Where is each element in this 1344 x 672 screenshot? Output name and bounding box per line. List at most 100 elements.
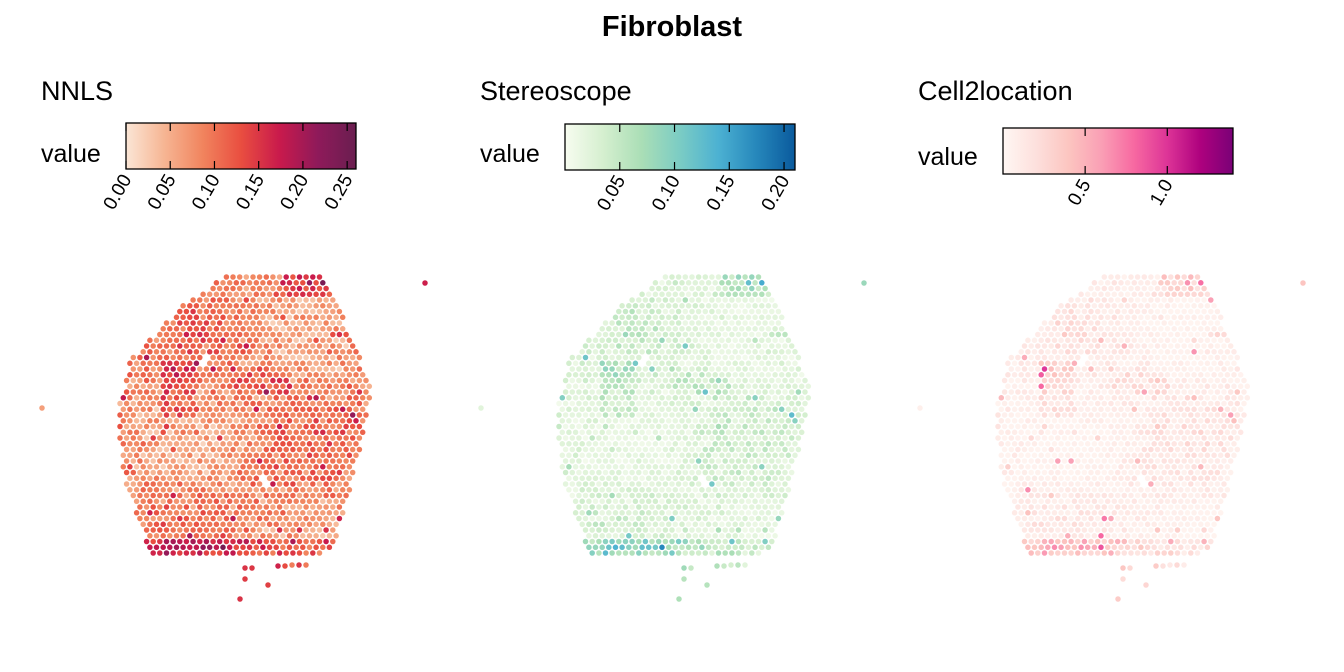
- spot: [1217, 464, 1224, 470]
- spot: [721, 563, 727, 569]
- spot: [1211, 498, 1217, 505]
- spot: [363, 400, 369, 407]
- spot: [266, 383, 273, 390]
- spot: [306, 360, 313, 367]
- spot: [1184, 383, 1191, 390]
- spot: [749, 354, 755, 361]
- spot: [725, 487, 732, 493]
- spot: [190, 504, 196, 510]
- spot: [333, 521, 339, 528]
- spot: [1204, 452, 1211, 459]
- spot: [1078, 533, 1084, 539]
- spot: [632, 360, 639, 367]
- spot: [323, 343, 329, 349]
- spot: [1058, 372, 1064, 378]
- spot: [349, 343, 356, 349]
- spot: [1098, 429, 1104, 436]
- spot: [725, 544, 732, 551]
- spot: [1101, 308, 1108, 315]
- spot: [709, 527, 715, 533]
- spot: [725, 475, 732, 482]
- spot: [313, 337, 319, 344]
- spot: [187, 521, 193, 528]
- spot: [1005, 429, 1011, 436]
- spot: [1021, 400, 1028, 407]
- spot: [1031, 487, 1038, 493]
- spot: [755, 377, 762, 384]
- spot: [715, 366, 722, 372]
- spot: [293, 303, 299, 309]
- spot: [645, 291, 652, 298]
- spot: [1065, 464, 1071, 470]
- spot: [293, 487, 299, 493]
- spot: [1144, 418, 1151, 424]
- spot: [240, 326, 246, 332]
- spot: [286, 464, 293, 470]
- spot: [782, 469, 788, 476]
- spot: [1144, 441, 1151, 447]
- spot: [233, 521, 240, 528]
- spot: [1211, 383, 1217, 390]
- spot: [572, 395, 579, 401]
- spot: [769, 377, 775, 384]
- spot: [1081, 343, 1088, 349]
- spot: [629, 389, 635, 395]
- spot: [645, 326, 652, 332]
- spot: [782, 400, 788, 407]
- spot: [296, 285, 303, 292]
- spot: [197, 331, 203, 338]
- spot: [273, 441, 279, 447]
- spot: [669, 274, 675, 280]
- spot: [626, 510, 632, 516]
- spot: [130, 458, 137, 464]
- spot: [333, 429, 339, 436]
- spot: [1214, 389, 1221, 395]
- spot: [1148, 366, 1154, 372]
- spot: [296, 550, 303, 556]
- spot: [1161, 527, 1167, 533]
- spot: [1211, 360, 1217, 367]
- spot: [722, 274, 728, 280]
- spot: [1151, 406, 1157, 413]
- spot: [233, 452, 240, 459]
- spot: [616, 377, 622, 384]
- spot: [689, 527, 695, 533]
- spot: [263, 297, 270, 303]
- spot: [1204, 498, 1211, 505]
- spot: [769, 354, 775, 361]
- spot: [1211, 326, 1217, 332]
- spot: [1104, 280, 1111, 286]
- spot: [157, 343, 163, 349]
- spot: [266, 418, 273, 424]
- spot: [1154, 435, 1161, 441]
- spot: [659, 303, 665, 309]
- spot: [649, 412, 655, 418]
- spot: [260, 533, 266, 539]
- spot: [1231, 360, 1237, 367]
- spot: [1224, 383, 1231, 390]
- spot: [339, 383, 346, 390]
- spot: [599, 533, 605, 539]
- spot: [1198, 521, 1204, 528]
- spot: [1138, 510, 1144, 516]
- spot: [316, 435, 323, 441]
- spot: [778, 429, 785, 436]
- spot: [579, 452, 585, 459]
- spot: [1081, 515, 1088, 522]
- spot: [1025, 487, 1031, 493]
- spot: [143, 458, 150, 464]
- spot: [1111, 406, 1118, 413]
- spot: [1035, 389, 1041, 395]
- spot: [1234, 366, 1241, 372]
- spot: [772, 464, 778, 470]
- spot: [1078, 326, 1084, 332]
- spot: [672, 337, 679, 344]
- spot: [1158, 291, 1164, 298]
- spot: [735, 492, 742, 499]
- spot: [316, 481, 323, 487]
- spot: [193, 464, 200, 470]
- spot: [662, 515, 669, 522]
- spot: [293, 498, 299, 505]
- spot: [1048, 538, 1054, 545]
- spot: [652, 452, 659, 459]
